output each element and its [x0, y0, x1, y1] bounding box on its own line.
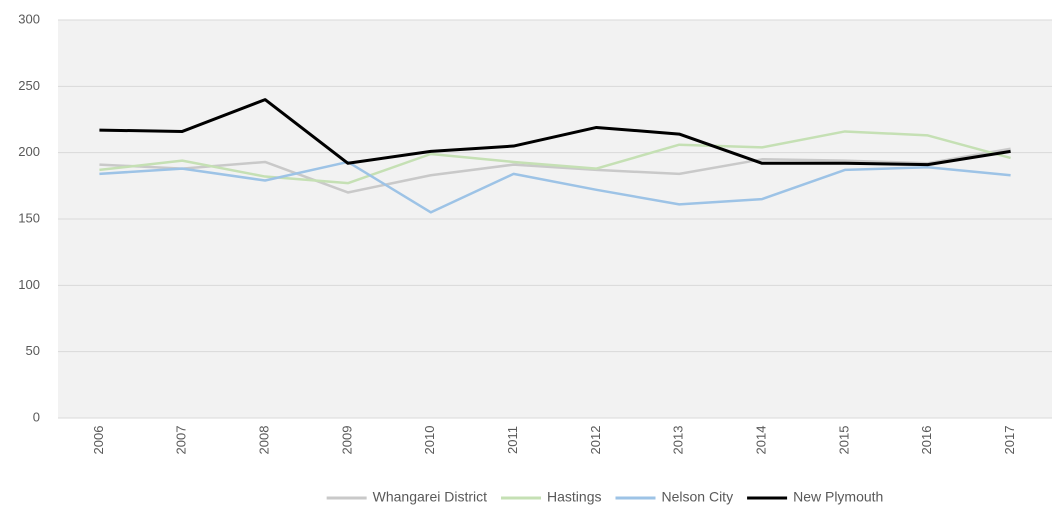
x-tick-label: 2006: [91, 426, 106, 455]
x-tick-label: 2012: [588, 426, 603, 455]
x-tick-label: 2015: [836, 426, 851, 455]
y-tick-label: 250: [18, 78, 40, 93]
x-tick-label: 2010: [422, 426, 437, 455]
x-tick-label: 2011: [505, 426, 520, 454]
legend-label: Whangarei District: [373, 489, 487, 505]
line-series: [99, 130, 1011, 185]
line-series: [99, 147, 1011, 194]
legend-label: Hastings: [547, 489, 601, 505]
x-tick-label: 2013: [671, 426, 686, 455]
x-tick-label: 2014: [754, 426, 769, 455]
y-tick-label: 150: [18, 210, 40, 225]
y-tick-label: 0: [33, 409, 40, 424]
x-tick-label: 2007: [174, 426, 189, 455]
x-tick-label: 2017: [1002, 426, 1017, 455]
y-tick-label: 50: [26, 343, 40, 358]
y-tick-label: 100: [18, 277, 40, 292]
x-tick-label: 2016: [919, 426, 934, 455]
y-tick-label: 300: [18, 11, 40, 26]
legend-label: New Plymouth: [793, 489, 883, 505]
y-tick-label: 200: [18, 144, 40, 159]
line-series: [99, 98, 1011, 167]
x-tick-label: 2009: [339, 426, 354, 455]
line-series: [99, 160, 1011, 214]
x-tick-label: 2008: [257, 426, 272, 455]
legend: Whangarei District Hastings Nelson City New…: [326, 489, 883, 505]
legend-label: Nelson City: [661, 489, 733, 505]
